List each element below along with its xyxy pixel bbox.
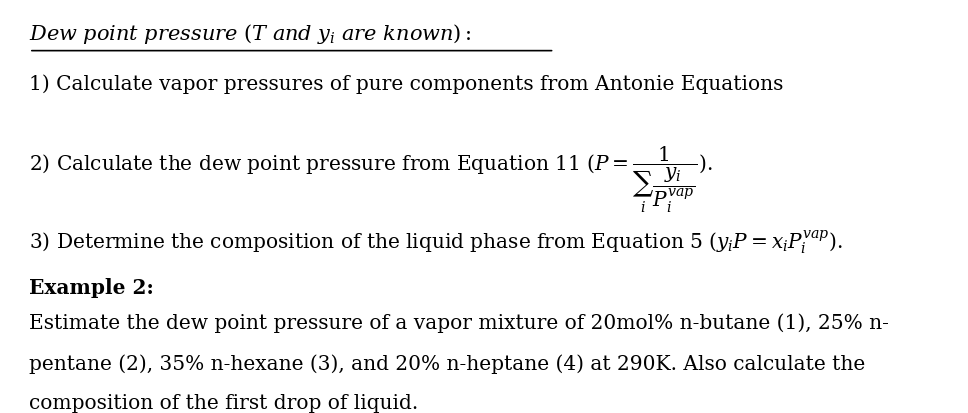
Text: Estimate the dew point pressure of a vapor mixture of 20mol% n-butane (1), 25% n: Estimate the dew point pressure of a vap… <box>29 313 889 332</box>
Text: Example 2:: Example 2: <box>29 278 154 298</box>
Text: 1) Calculate vapor pressures of pure components from Antonie Equations: 1) Calculate vapor pressures of pure com… <box>29 74 783 94</box>
Text: 2) Calculate the dew point pressure from Equation 11 ($P = \dfrac{1}{\sum_i \dfr: 2) Calculate the dew point pressure from… <box>29 145 712 214</box>
Text: composition of the first drop of liquid.: composition of the first drop of liquid. <box>29 394 418 413</box>
Text: $\it{Dew\ point\ pressure\ (T\ and\ y_i\ are\ known):}$: $\it{Dew\ point\ pressure\ (T\ and\ y_i\… <box>29 22 471 45</box>
Text: 3) Determine the composition of the liquid phase from Equation 5 ($y_iP = x_iP_i: 3) Determine the composition of the liqu… <box>29 229 843 257</box>
Text: pentane (2), 35% n-hexane (3), and 20% n-heptane (4) at 290K. Also calculate the: pentane (2), 35% n-hexane (3), and 20% n… <box>29 353 865 373</box>
